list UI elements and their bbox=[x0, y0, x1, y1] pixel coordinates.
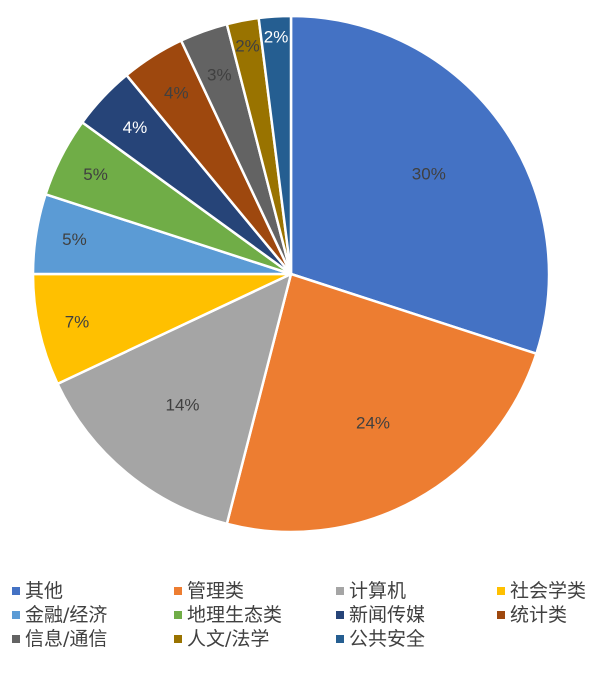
legend-label: 社会学类 bbox=[510, 580, 587, 602]
pie-slice bbox=[31, 272, 293, 386]
pie-data-label: 4% bbox=[123, 118, 148, 137]
pie-data-label: 5% bbox=[62, 230, 87, 249]
legend-item: 新闻传媒 bbox=[336, 604, 425, 626]
legend-swatch bbox=[174, 611, 182, 619]
legend-item: 管理类 bbox=[174, 580, 244, 602]
pie-data-label: 4% bbox=[164, 84, 189, 103]
legend: 其他 管理类 计算机 社会学类金融/经济 地理生态类 新闻传媒 统计类信息/通信 人文/法学 公… bbox=[0, 580, 615, 680]
pie-chart: 30%24%14%7%5%5%4%4%3%2% 2% bbox=[31, 14, 551, 534]
legend-swatch bbox=[12, 611, 20, 619]
legend-item: 计算机 bbox=[336, 580, 406, 602]
legend-item: 公共安全 bbox=[336, 628, 425, 650]
legend-swatch bbox=[174, 635, 182, 643]
pie-data-label: 7% bbox=[65, 312, 90, 331]
legend-label: 金融/经济 bbox=[25, 604, 108, 626]
legend-item: 社会学类 bbox=[497, 580, 586, 602]
legend-label: 其他 bbox=[25, 580, 64, 602]
pie-data-label: 2% bbox=[235, 36, 260, 55]
legend-item: 地理生态类 bbox=[174, 604, 282, 626]
pie-slices bbox=[31, 14, 551, 534]
legend-label: 管理类 bbox=[187, 580, 245, 602]
legend-item: 统计类 bbox=[497, 604, 567, 626]
pie-data-label: 24% bbox=[356, 414, 390, 433]
legend-label: 计算机 bbox=[349, 580, 407, 602]
legend-label: 信息/通信 bbox=[25, 628, 108, 650]
legend-swatch bbox=[336, 611, 344, 619]
legend-label: 新闻传媒 bbox=[349, 604, 426, 626]
pie-data-label: 30% bbox=[412, 164, 446, 183]
legend-swatch bbox=[497, 611, 505, 619]
legend-swatch bbox=[336, 635, 344, 643]
legend-swatch bbox=[336, 587, 344, 595]
pie-slice bbox=[289, 14, 551, 355]
legend-item: 信息/通信 bbox=[12, 628, 107, 650]
pie-slice bbox=[257, 14, 293, 276]
legend-label: 公共安全 bbox=[349, 628, 426, 650]
pie-data-label: 2% bbox=[264, 28, 289, 47]
pie-slice bbox=[225, 272, 538, 534]
legend-swatch bbox=[497, 587, 505, 595]
legend-item: 金融/经济 bbox=[12, 604, 107, 626]
legend-swatch bbox=[174, 587, 182, 595]
legend-swatch bbox=[12, 587, 20, 595]
pie-data-label: 5% bbox=[83, 165, 108, 184]
legend-label: 地理生态类 bbox=[187, 604, 283, 626]
pie-data-label: 14% bbox=[165, 396, 199, 415]
pie-slice bbox=[56, 272, 293, 526]
legend-item: 其他 bbox=[12, 580, 63, 602]
legend-item: 人文/法学 bbox=[174, 628, 269, 650]
legend-swatch bbox=[12, 635, 20, 643]
pie-data-label: 3% bbox=[207, 65, 232, 84]
legend-label: 人文/法学 bbox=[187, 628, 270, 650]
legend-label: 统计类 bbox=[510, 604, 568, 626]
pie-data-labels: 30%24%14%7%5%5%4%4%3%2% 2% bbox=[62, 28, 446, 433]
